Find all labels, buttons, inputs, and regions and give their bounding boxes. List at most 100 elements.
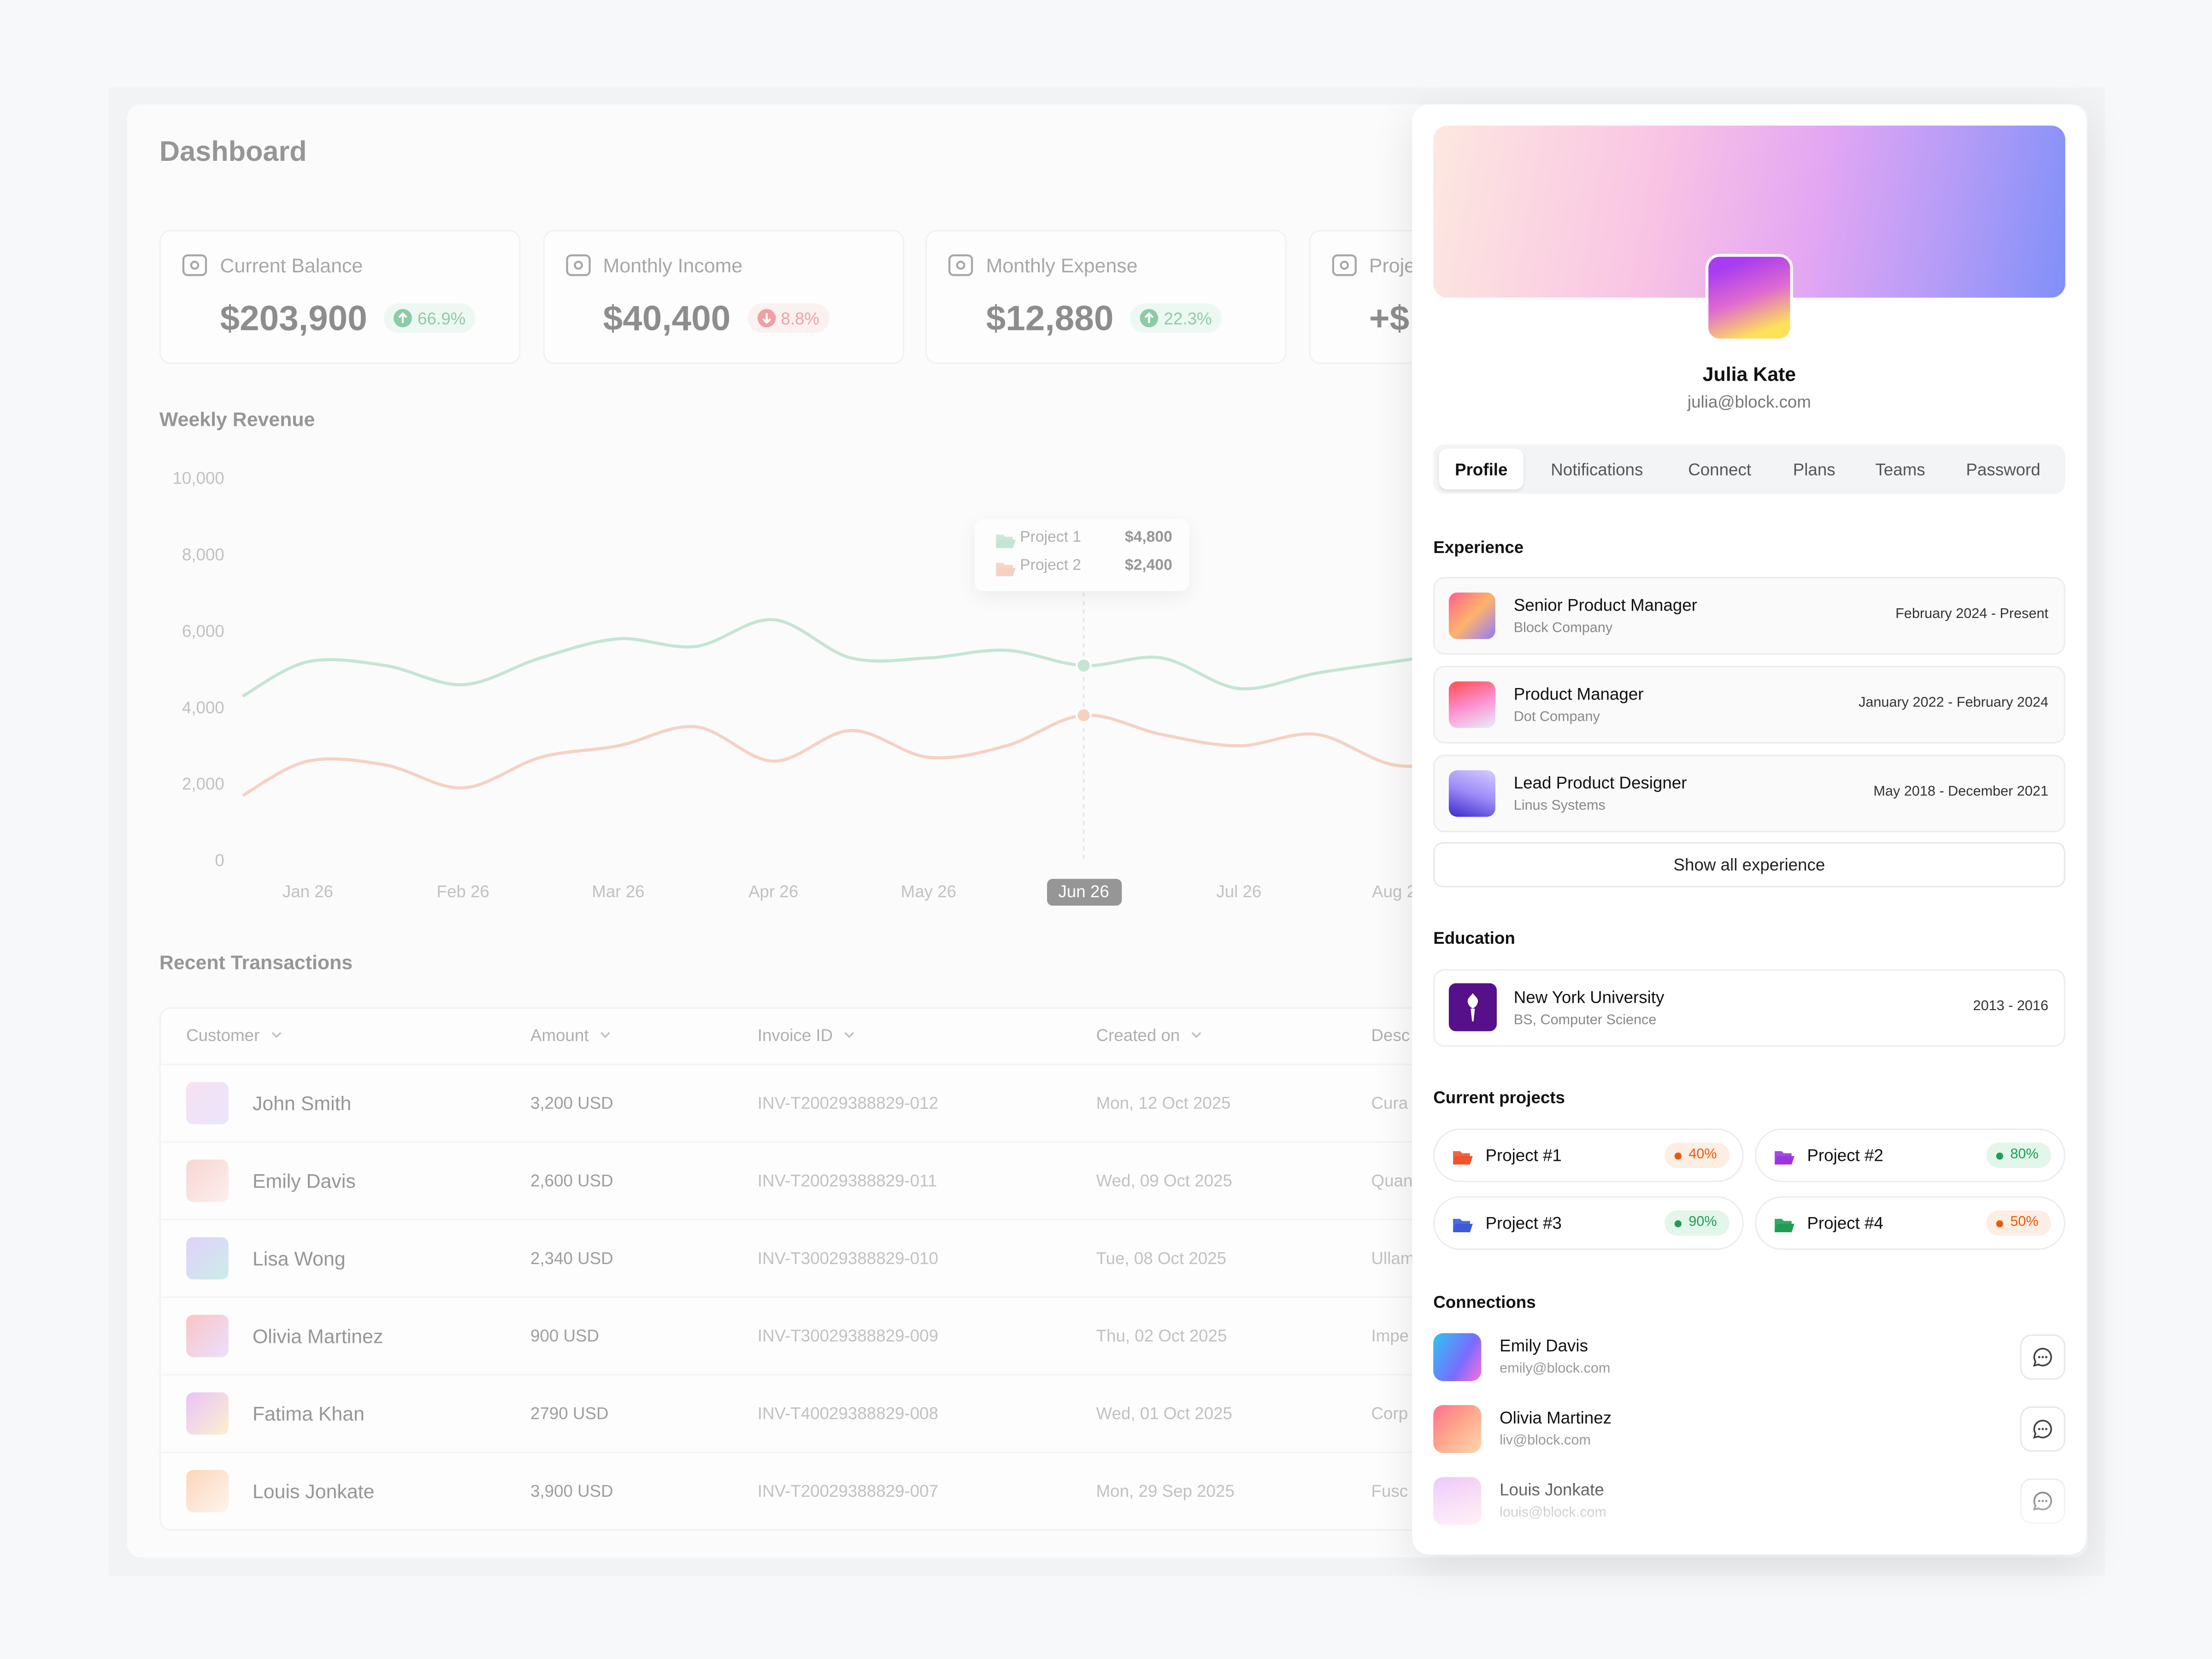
cell: 3,200 USD: [530, 1093, 613, 1113]
cell: Fusc: [1371, 1481, 1408, 1501]
button[interactable]: [1433, 842, 2065, 888]
role: Lead Product Designer: [1513, 772, 1687, 793]
stat-card: [159, 229, 521, 364]
icon-dot: [1339, 260, 1348, 270]
customer-avatar: [186, 1470, 229, 1512]
chart-title: Weekly Revenue: [159, 407, 315, 430]
stat-label: Proje: [1369, 253, 1415, 276]
x-tick-label: Jun 26: [1059, 882, 1109, 901]
tooltip: [975, 519, 1189, 591]
tab[interactable]: Plans: [1793, 459, 1835, 480]
sort-chevron: [600, 1032, 610, 1038]
x-tick-label: Mar 26: [592, 882, 644, 901]
customer-name: Olivia Martinez: [252, 1324, 383, 1347]
project-pill[interactable]: [1433, 1128, 1744, 1182]
tab[interactable]: Password: [1966, 459, 2041, 480]
tooltip-value: $2,400: [1124, 558, 1172, 575]
sort-chevron: [844, 1032, 854, 1038]
column-header[interactable]: Invoice ID: [757, 1025, 833, 1045]
active-tab: [1439, 448, 1524, 490]
tooltip-series: Project 2: [1020, 558, 1082, 575]
table-title: Recent Transactions: [159, 950, 353, 973]
message-button[interactable]: [2020, 1406, 2065, 1452]
tab[interactable]: Connect: [1688, 459, 1752, 480]
dashboard-title: Dashboard: [159, 136, 307, 168]
connection-name: Olivia Martinez: [1500, 1407, 1612, 1428]
project-icon: [1453, 1151, 1473, 1165]
tab[interactable]: Notifications: [1551, 459, 1643, 480]
profile-email: julia@block.com: [1687, 392, 1811, 412]
row-divider: [159, 1296, 1571, 1298]
company: Block Company: [1513, 620, 1613, 636]
button-label[interactable]: Show all experience: [1673, 854, 1825, 875]
torch: [1467, 993, 1478, 1022]
trend-icon: [757, 309, 776, 328]
row-divider: [159, 1064, 1571, 1065]
stat-value: $12,880: [986, 299, 1114, 339]
column-header[interactable]: Amount: [530, 1025, 589, 1045]
trend-arrow: [1144, 312, 1154, 324]
cell: INV-T20029388829-012: [757, 1093, 939, 1113]
folder-front: [1453, 1224, 1473, 1232]
stat-value: $203,900: [220, 299, 367, 339]
row-divider: [159, 1218, 1571, 1220]
tab[interactable]: Profile: [1455, 459, 1508, 480]
project-pill[interactable]: [1755, 1196, 2065, 1250]
x-tick-label: May 26: [901, 882, 956, 901]
dot: [2038, 1356, 2041, 1359]
progress: 50%: [2010, 1214, 2039, 1230]
x-tick-label: Apr 26: [748, 882, 798, 901]
active-point: [1076, 707, 1092, 724]
dot: [2041, 1428, 2044, 1430]
profile-avatar: [1706, 254, 1793, 341]
connection-email: liv@block.com: [1500, 1433, 1591, 1449]
icon-dot: [573, 260, 582, 270]
column-header[interactable]: Desc: [1371, 1025, 1410, 1045]
customer-avatar: [186, 1082, 229, 1124]
change-value: 66.9%: [418, 308, 466, 329]
connection-avatar: [1433, 1333, 1482, 1381]
tooltip-icon: [996, 563, 1016, 577]
cell: Corp: [1371, 1403, 1408, 1424]
education-item: [1433, 969, 2065, 1047]
y-tick-label: 6,000: [182, 622, 224, 641]
tooltip-icon: [996, 535, 1016, 548]
school: New York University: [1513, 987, 1665, 1007]
project-name: Project #3: [1485, 1213, 1562, 1233]
connection-email: emily@block.com: [1500, 1361, 1611, 1377]
table: [159, 1007, 1571, 1531]
cell: INV-T40029388829-008: [757, 1403, 939, 1424]
customer-name: John Smith: [252, 1091, 352, 1114]
stat-icon: [565, 254, 590, 276]
trend-icon: [1140, 309, 1159, 328]
folder-front: [996, 539, 1016, 548]
company-logo: [1448, 770, 1495, 817]
bubble: [2033, 1419, 2052, 1439]
icon-shape: [948, 254, 973, 276]
section-title: Connections: [1433, 1292, 1536, 1312]
cell: Quan: [1371, 1171, 1413, 1191]
column-header[interactable]: Customer: [186, 1025, 260, 1045]
connection-name: Emily Davis: [1500, 1335, 1588, 1356]
cell: 2,600 USD: [530, 1171, 613, 1191]
company-logo: [1448, 681, 1495, 728]
message-icon: [2033, 1347, 2052, 1367]
tab[interactable]: Teams: [1875, 459, 1925, 480]
chevron: [844, 1032, 854, 1038]
y-tick-label: 2,000: [182, 775, 224, 794]
cell: Mon, 29 Sep 2025: [1096, 1481, 1235, 1501]
message-button[interactable]: [2020, 1334, 2065, 1380]
trend-arrow: [761, 313, 771, 324]
column-header[interactable]: Created on: [1096, 1025, 1180, 1045]
cell: Tue, 08 Oct 2025: [1096, 1248, 1227, 1268]
x-tick-highlight: [1047, 879, 1122, 906]
chevron: [1191, 1032, 1201, 1038]
project-pill[interactable]: [1433, 1196, 1744, 1250]
years: 2013 - 2016: [1973, 999, 2048, 1015]
stat-icon: [1331, 254, 1356, 276]
project-pill[interactable]: [1755, 1128, 2065, 1182]
chevron: [271, 1032, 282, 1038]
stat-value: +$: [1369, 299, 1410, 339]
